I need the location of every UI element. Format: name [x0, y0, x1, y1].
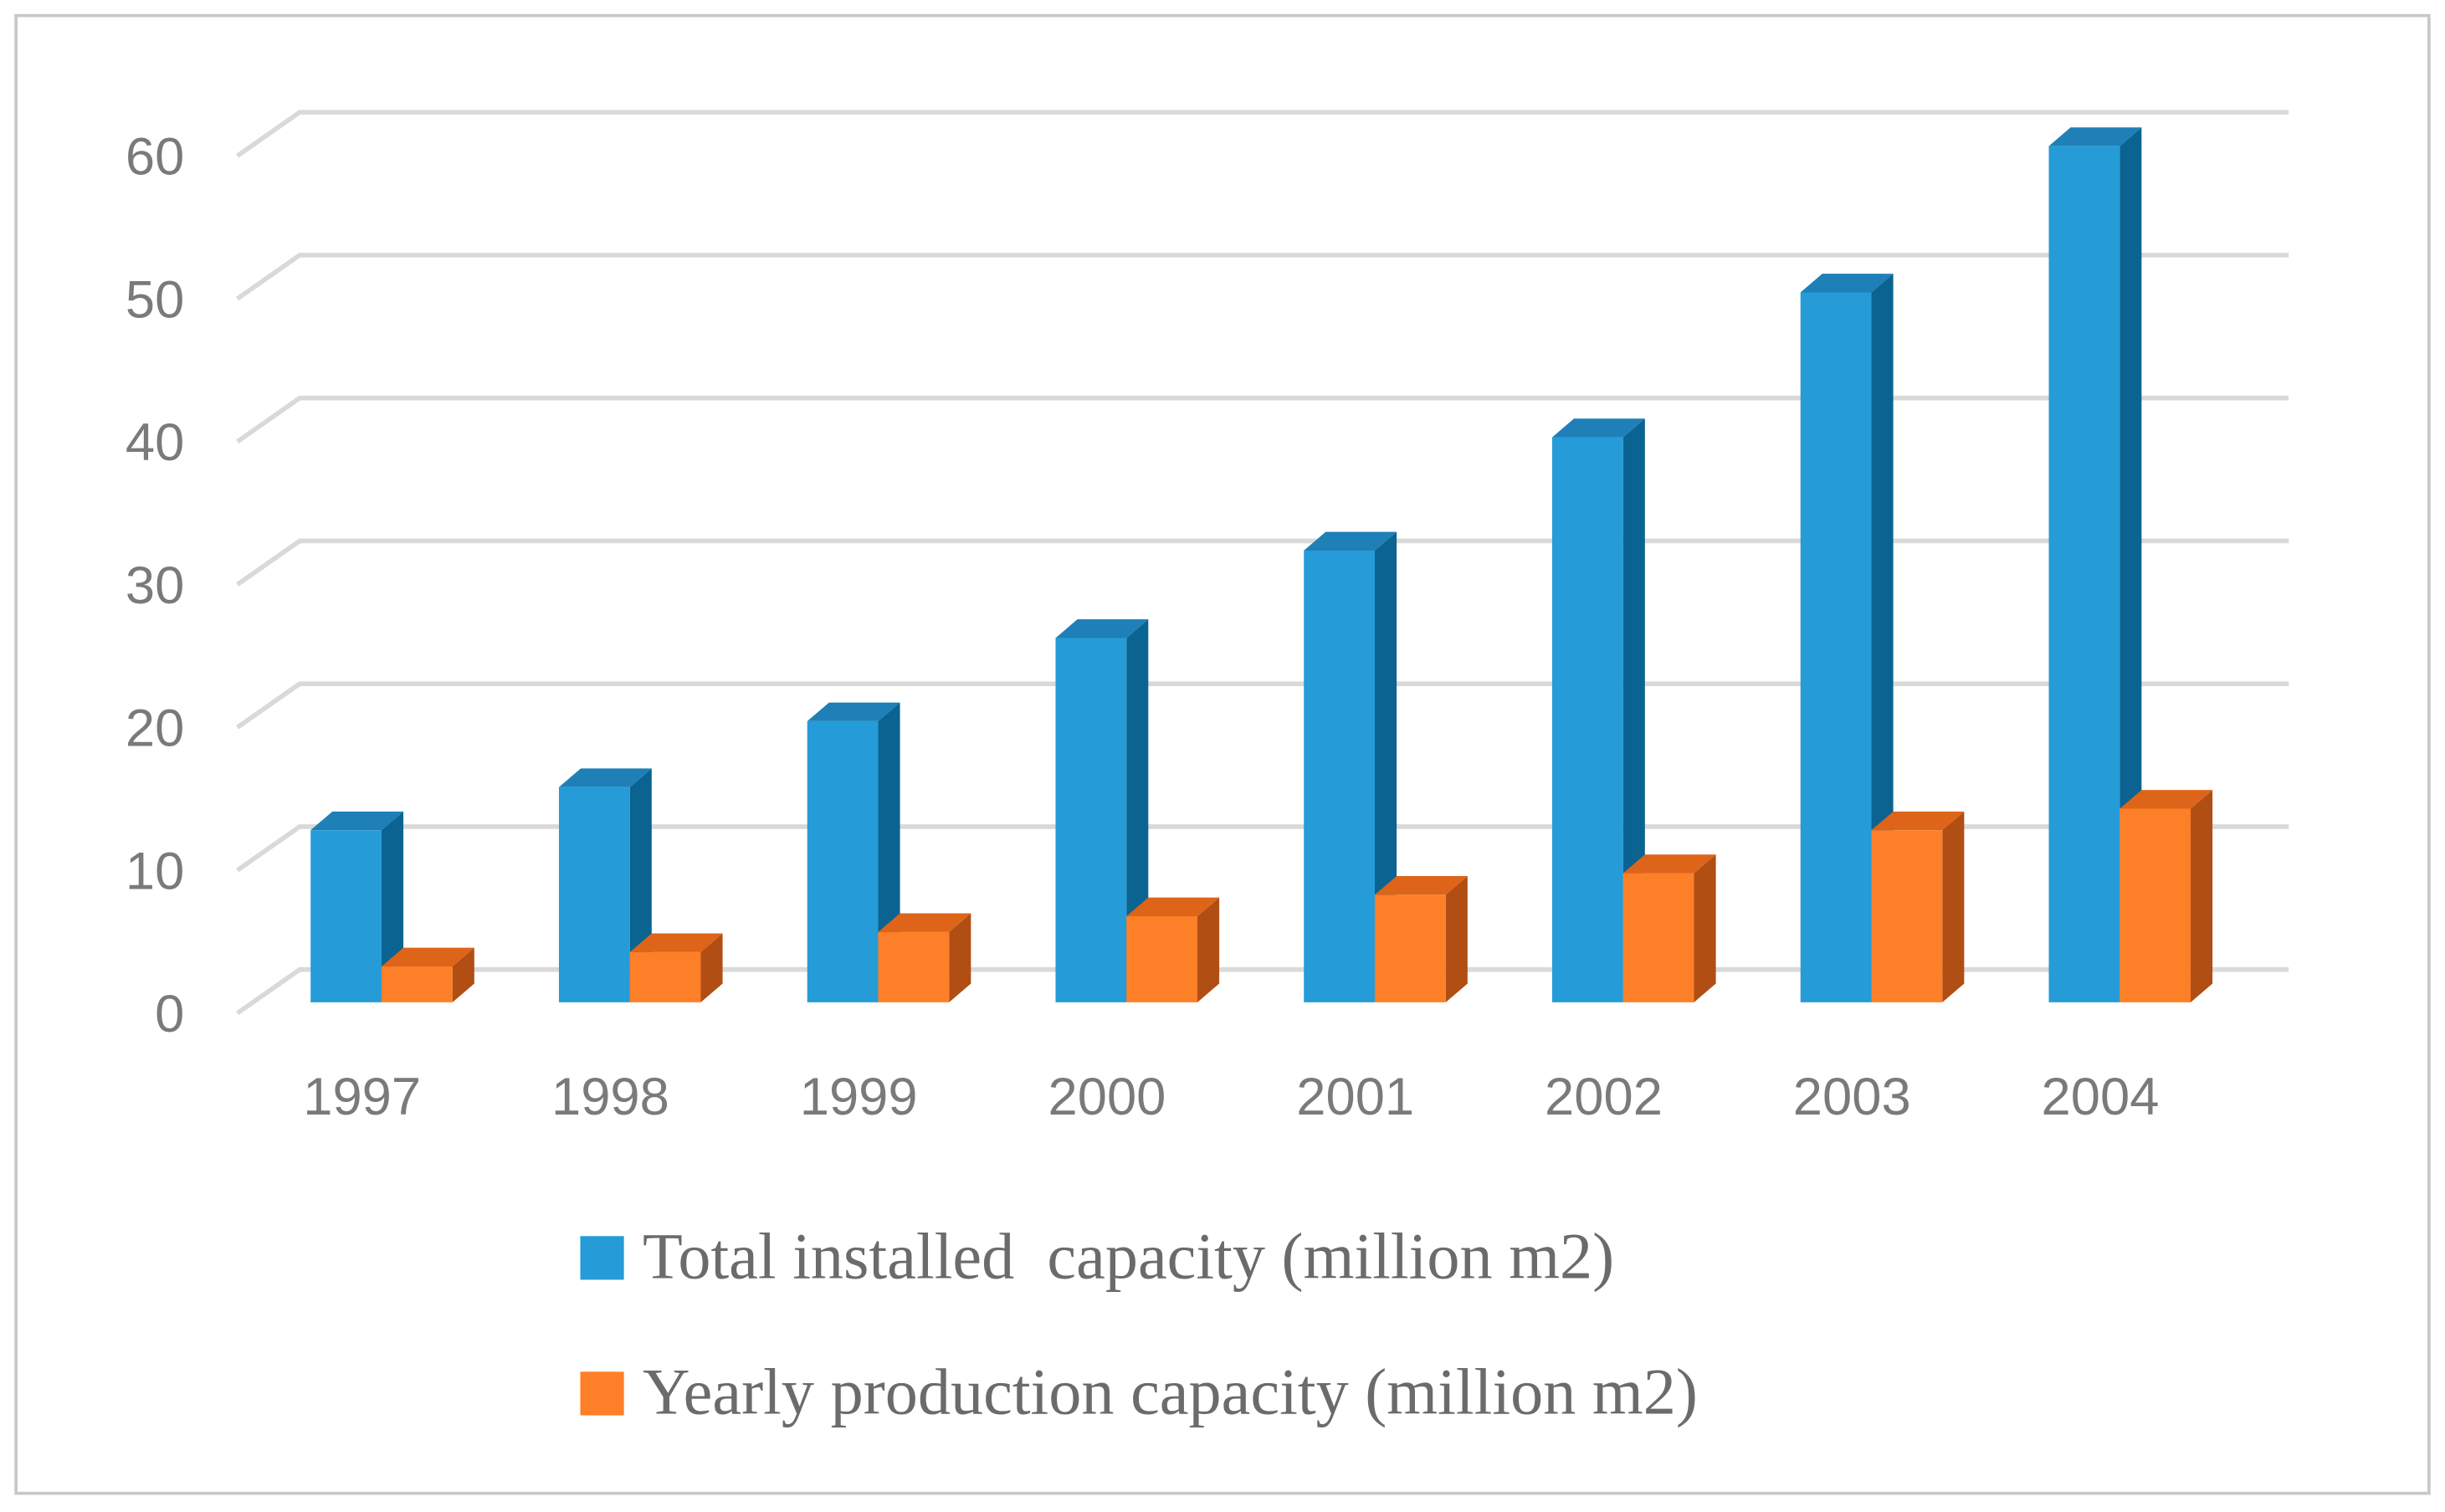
bar-top [558, 768, 652, 787]
chart-border [14, 13, 2431, 1495]
bar-total-1997 [310, 811, 404, 1002]
bar-front [1800, 292, 1872, 1002]
legend-label-total: Total installed capacity (million m2) [643, 1220, 1614, 1293]
bar-front [1126, 916, 1198, 1002]
bar-total-2003 [1800, 274, 1894, 1002]
x-tick-label: 1998 [551, 1068, 669, 1126]
bar-top [310, 811, 404, 831]
bar-side [452, 947, 474, 1002]
bar-top [807, 702, 900, 721]
bar-front [310, 830, 382, 1002]
bar-front [558, 787, 630, 1002]
y-tick-label: 20 [126, 700, 184, 758]
bar-top [1622, 854, 1716, 874]
bar-total-2004 [2048, 127, 2142, 1002]
gridline [236, 253, 2289, 301]
bar-side [2120, 127, 2142, 1002]
gridline [236, 110, 2289, 158]
x-axis-ticks: 1997 1998 1999 2000 2001 2002 2003 2004 [303, 1068, 2159, 1126]
bar-side [1694, 854, 1716, 1002]
bar-top [878, 913, 971, 932]
bar-front [807, 720, 879, 1002]
bar-yearly-2000 [1126, 897, 1220, 1002]
bar-front [1552, 437, 1623, 1002]
bar-top [1375, 875, 1468, 895]
bar-top [1552, 418, 1645, 438]
legend-label-yearly: Yearly production capacity (million m2) [643, 1356, 1698, 1428]
y-axis-ticks: 0 10 20 30 40 50 60 [126, 128, 184, 1044]
bar-side [949, 913, 971, 1002]
bar-top [1304, 531, 1397, 551]
x-tick-label: 2001 [1296, 1068, 1414, 1126]
y-tick-label: 50 [126, 270, 184, 329]
bar-side [1622, 418, 1645, 1002]
x-tick-label: 2000 [1048, 1068, 1166, 1126]
gridline [236, 395, 2289, 444]
y-tick-label: 0 [155, 985, 184, 1043]
bar-front [1375, 894, 1446, 1002]
legend: Total installed capacity (million m2) Ye… [580, 1220, 1698, 1428]
y-tick-label: 10 [126, 842, 184, 900]
x-tick-label: 1997 [303, 1068, 421, 1126]
bar-front [1622, 873, 1694, 1002]
bar-top [381, 947, 474, 966]
bar-front [2048, 146, 2120, 1002]
y-tick-label: 30 [126, 556, 184, 615]
x-tick-label: 2002 [1545, 1068, 1663, 1126]
y-tick-label: 40 [126, 413, 184, 472]
bar-side [1445, 875, 1468, 1002]
bar-top [1055, 619, 1149, 638]
bar-top [1126, 897, 1220, 917]
bar-side [1942, 811, 1965, 1002]
bar-yearly-2004 [2120, 790, 2213, 1002]
y-tick-label: 60 [126, 128, 184, 187]
bar-yearly-1998 [629, 933, 723, 1002]
bar-yearly-2002 [1622, 854, 1716, 1002]
legend-swatch-total [580, 1236, 624, 1280]
bar-front [1304, 550, 1376, 1002]
bar-top [629, 933, 723, 952]
bars [310, 127, 2213, 1002]
bar-front [629, 951, 701, 1002]
bar-top [2120, 790, 2213, 809]
bar-side [700, 933, 723, 1002]
bar-top [1800, 274, 1894, 293]
bar-yearly-2003 [1871, 811, 1965, 1002]
bar-front [1871, 830, 1943, 1002]
bar-side [2191, 790, 2213, 1002]
bar-top [1871, 811, 1965, 831]
x-tick-label: 1999 [800, 1068, 918, 1126]
bar-front [1055, 638, 1127, 1002]
legend-swatch-yearly [580, 1371, 624, 1416]
bar-yearly-1997 [381, 947, 474, 1002]
x-tick-label: 2003 [1793, 1068, 1911, 1126]
bar-front [381, 966, 453, 1002]
bar-front [2120, 808, 2191, 1002]
bar-side [1197, 897, 1220, 1002]
bar-yearly-1999 [878, 913, 971, 1002]
x-tick-label: 2004 [2042, 1068, 2160, 1126]
bar-total-2002 [1552, 418, 1645, 1002]
bar-top [2048, 127, 2142, 146]
bar-yearly-2001 [1375, 875, 1468, 1002]
bar-front [878, 931, 950, 1002]
